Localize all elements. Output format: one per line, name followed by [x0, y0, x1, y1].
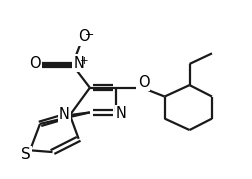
Text: N: N — [116, 106, 127, 121]
Text: S: S — [21, 147, 31, 162]
Text: N: N — [73, 55, 84, 71]
Text: N: N — [59, 107, 70, 122]
Text: O: O — [78, 30, 89, 45]
Text: O: O — [138, 75, 149, 90]
Text: +: + — [80, 56, 88, 66]
Text: O: O — [29, 56, 40, 71]
Text: −: − — [84, 30, 94, 40]
